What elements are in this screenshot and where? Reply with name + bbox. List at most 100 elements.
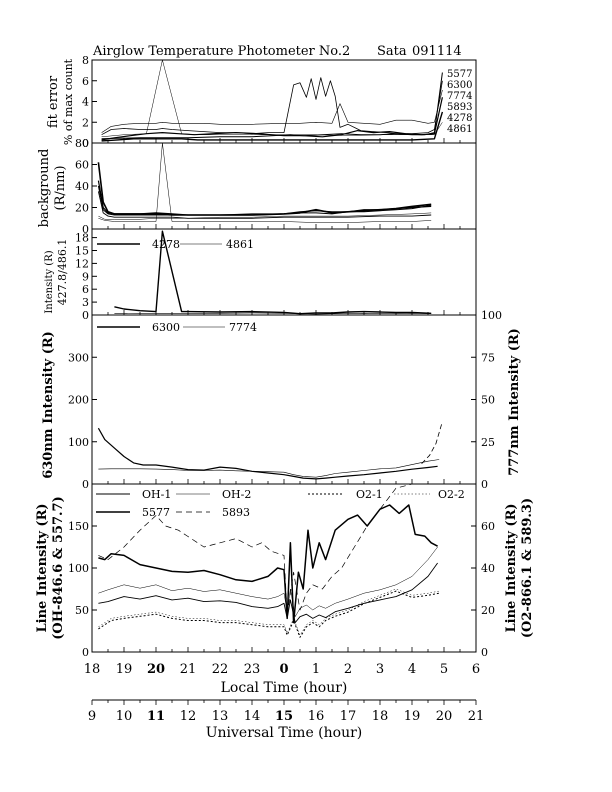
ytick-label-line-intensity-1: 50 [75,604,89,617]
series-fit-error-7774 [101,90,443,133]
xtick-label-local-11: 5 [440,662,448,677]
ytick-label-background-1: 20 [75,202,89,215]
ytick-label-630-777-3: 300 [68,351,89,364]
series-line-intensity-O2-1 [98,590,440,638]
ytick-label-line-intensity-2: 100 [68,562,89,575]
ylabel-blue-lines: Intensity (R) [44,250,55,313]
legend-label-5893: 5893 [222,506,250,519]
ylabel-right-line-intensity: Line Intensity (R) [504,503,519,632]
xtick-label-local-8: 2 [344,662,352,677]
ytick-label-630-777-0: 0 [82,478,89,491]
ytick-label-line-intensity-0: 0 [82,646,89,659]
ytick-label-blue-lines-2: 6 [82,283,89,296]
series-background-b1 [97,162,432,216]
series-line-intensity-O2-2 [98,588,440,636]
series-line-intensity-OH-2 [98,546,438,617]
series-background-b2 [97,180,432,216]
legend-label-o21: O2-1 [356,488,383,501]
xtick-label-ut-8: 17 [340,709,357,724]
legend-label-4861: 4861 [226,238,254,251]
ytick-right-label-line-intensity-3: 60 [481,520,495,533]
legend-label-oh1: OH-1 [142,488,171,501]
series-line-intensity-5577 [98,504,438,624]
ytick-label-background-2: 40 [75,180,89,193]
series-fit-error-6300 [101,77,443,136]
ytick-label-630-777-2: 200 [68,394,89,407]
panel-frame-630-777 [91,314,477,485]
panel-frame-fit-error [91,59,477,144]
chart-title: Airglow Temperature Photometer No.2 [92,44,350,59]
legend-label-fe-5893: 5893 [447,102,472,113]
series-layer [97,59,444,638]
ytick-label-blue-lines-6: 18 [75,232,89,245]
xtick-label-ut-6: 15 [275,709,293,724]
ytick-right-label-line-intensity-0: 0 [481,646,488,659]
xtick-label-ut-5: 14 [244,709,261,724]
ytick-label-fit-error-4: 8 [82,54,89,67]
ylabel-fit-error: fit error [46,75,61,128]
legend-label-fe-4861: 4861 [447,124,472,135]
panel-frame-blue-lines [91,228,477,316]
ytick-label-blue-lines-5: 15 [75,245,89,258]
xtick-label-ut-1: 10 [116,709,133,724]
series-background-b3 [97,185,432,216]
legend-label-fe-6300: 6300 [447,80,472,91]
ylabel2-blue-lines: 427.8/486.1 [56,239,69,306]
ytick-label-line-intensity-3: 150 [68,520,89,533]
series-fit-error-4278 [101,111,444,142]
xtick-label-local-5: 23 [244,662,261,677]
legend-label-o22: O2-2 [438,488,465,501]
legend-label-6300: 6300 [152,321,180,334]
ylabel-background: background [37,149,52,228]
series-630-777-7774-dashed [421,421,443,464]
series-fit-error-4861 [101,59,443,138]
legend-label-oh2: OH-2 [222,488,251,501]
ytick-label-background-4: 80 [75,137,89,150]
legend-line-intensity: OH-1 OH-2 O2-1 O2-2 5577 5893 [96,488,465,519]
ytick-label-fit-error-0: 0 [82,137,89,150]
xtick-label-ut-4: 13 [212,709,229,724]
ytick-right-label-line-intensity-2: 40 [481,562,495,575]
series-background-b6 [98,212,432,220]
legend-label-fe-5577: 5577 [447,69,472,80]
xtick-label-local-12: 6 [472,662,480,677]
ytick-label-background-0: 0 [82,223,89,236]
ylabel2-background: (R/nm) [53,165,68,210]
legend-blue-lines: 4278 4861 [97,238,254,251]
ytick-right-label-630-777-3: 75 [481,351,495,364]
xtick-label-ut-12: 21 [468,709,485,724]
xtick-label-ut-11: 20 [436,709,453,724]
xtick-label-local-7: 1 [312,662,320,677]
xtick-label-ut-0: 9 [88,709,96,724]
ylabel-630: 630nm Intensity (R) [41,331,56,479]
xtick-label-ut-3: 12 [180,709,197,724]
ytick-label-background-3: 60 [75,159,89,172]
ytick-label-blue-lines-4: 12 [75,257,89,270]
xtick-label-ut-9: 18 [372,709,389,724]
xtick-label-local-0: 18 [84,662,101,677]
xtick-label-local-3: 21 [180,662,197,677]
ytick-right-label-630-777-2: 50 [481,394,495,407]
xtick-label-local-10: 4 [408,662,416,677]
ytick-label-fit-error-3: 6 [82,75,89,88]
series-630-777-7774 [98,459,440,478]
ylabel2-line-intensity: (OH-846.6 & 557.7) [51,496,66,640]
tick-layer: 0246802040608003691215180100200300025507… [68,54,502,724]
series-line-intensity-OH-1 [98,562,438,624]
xtick-label-ut-2: 11 [147,709,165,724]
legend-630-777: 6300 7774 [97,321,257,334]
chart-date: 091114 [412,44,462,59]
ytick-right-label-630-777-0: 0 [481,478,488,491]
series-line-intensity-5893 [98,483,443,615]
xtick-label-local-1: 19 [116,662,133,677]
ylabel-777: 777nm Intensity (R) [507,328,522,476]
xtick-label-local-9: 3 [376,662,384,677]
ytick-label-blue-lines-0: 0 [82,309,89,322]
ytick-label-fit-error-1: 2 [82,116,89,129]
ytick-label-fit-error-2: 4 [82,96,89,109]
ylabel2-fit-error: % of max count [62,58,75,145]
xlabel-local-time: Local Time (hour) [221,680,348,696]
series-blue-lines-4861 [114,312,432,315]
ylabel-line-intensity: Line Intensity (R) [35,503,50,632]
